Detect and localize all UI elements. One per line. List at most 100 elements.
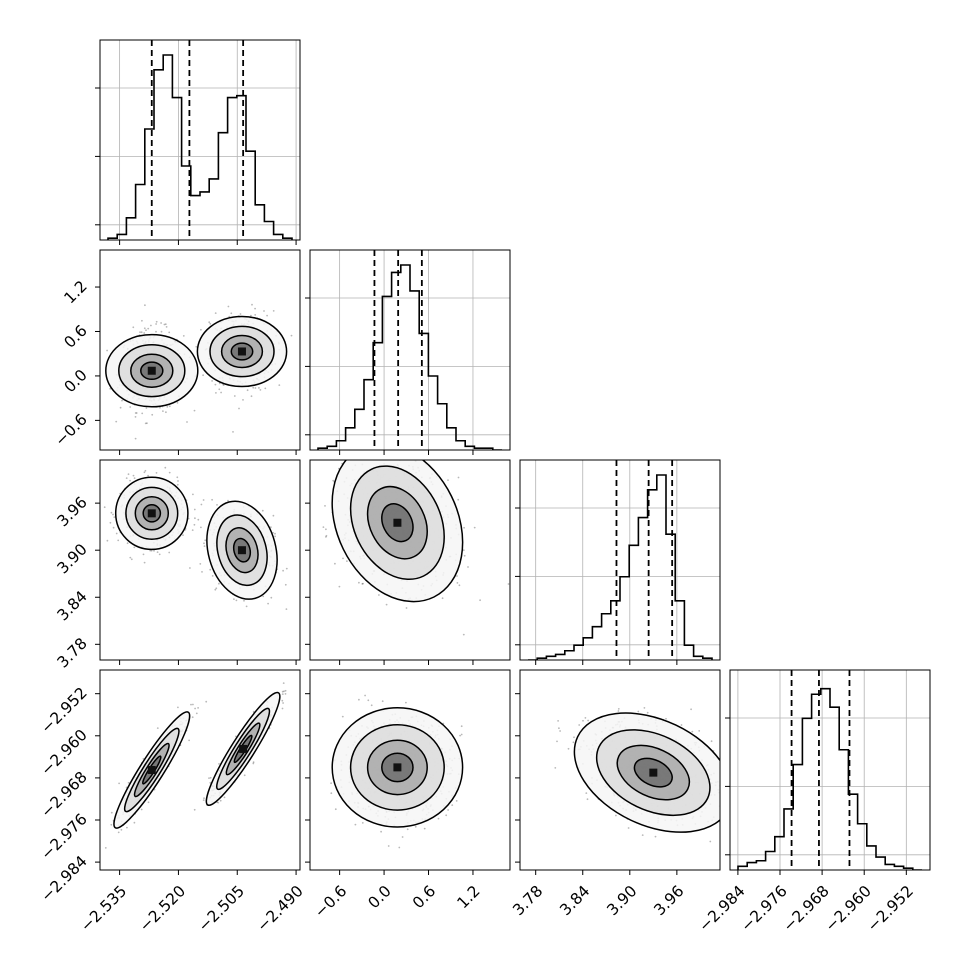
sample-point [387,439,389,441]
sample-point [238,407,240,410]
sample-point [281,699,284,702]
sample-point [284,693,287,695]
sample-point [322,526,325,528]
sample-point [160,330,163,333]
sample-point [168,551,171,554]
sample-point [202,799,205,801]
sample-point [263,310,265,312]
panel-frame [519,459,721,661]
sample-point [127,473,130,476]
sample-point [243,599,245,602]
sample-point [258,387,260,389]
sample-point [254,307,256,310]
sample-point [192,493,194,496]
sample-point [192,703,194,706]
sample-point [408,458,410,460]
sample-point [211,380,214,382]
sample-point [144,422,147,425]
sample-point [330,782,332,785]
panel-frame [309,669,511,871]
sample-point [129,556,132,559]
sample-point [144,304,146,307]
sample-point [270,526,272,528]
sample-point [220,391,223,394]
sample-point [205,700,208,703]
sample-point [399,444,401,446]
sample-point [110,811,113,814]
sample-point [158,553,161,556]
sample-point [126,542,129,545]
sample-point [165,411,167,414]
sample-point [200,526,202,529]
pair-panel-2-0 [95,459,301,665]
sample-point [367,699,370,702]
pair-content [330,694,464,849]
sample-point [252,386,255,389]
sample-point [282,702,284,704]
sample-point [507,583,510,585]
sample-point [423,827,426,830]
sample-point [233,395,236,397]
sample-point [217,801,220,804]
sample-point [362,582,364,585]
sample-point [214,383,217,386]
sample-point [264,387,267,390]
sample-point [140,808,143,811]
sample-point [285,608,288,610]
sample-point [115,420,118,423]
sample-point [147,327,150,330]
sample-point [370,457,372,459]
sample-point [149,549,152,552]
sample-point [274,532,276,535]
sample-point [177,706,179,709]
sample-point [120,828,123,831]
sample-point [418,444,420,446]
sample-point [373,453,375,455]
sample-point [164,466,167,469]
sample-point [456,582,459,584]
sample-point [139,331,141,333]
diag-panel-3 [725,669,931,875]
sample-point [182,335,185,337]
sample-point [176,483,179,486]
sample-point [441,597,444,600]
sample-point [151,413,154,416]
sample-point [457,498,460,501]
sample-point [406,828,409,831]
histogram-0 [107,54,293,240]
sample-point [437,817,440,820]
sample-point [254,387,257,389]
sample-point [156,727,159,729]
sample-point [272,310,275,312]
sample-point [159,406,161,409]
sample-point [325,534,328,537]
sample-point [165,326,168,328]
sample-point [190,703,192,706]
sample-point [106,349,108,352]
sample-point [145,329,147,332]
sample-point [209,568,212,571]
sample-point [282,569,284,572]
sample-point [121,399,123,402]
sample-point [243,774,246,777]
sample-point [188,739,191,742]
sample-point [378,446,380,448]
sample-point [334,562,336,565]
sample-point [144,469,147,472]
sample-point [119,406,122,409]
sample-point [143,332,146,334]
sample-point [281,693,284,695]
sample-point [104,847,107,849]
sample-point [381,700,384,703]
sample-point [115,532,118,535]
sample-point [457,476,460,479]
sample-point [290,334,293,337]
sample-point [200,503,203,506]
sample-point [334,808,337,811]
sample-point [103,506,106,509]
sample-point [252,762,255,765]
sample-point [106,539,109,542]
sample-point [146,422,148,425]
panel-frame [99,249,301,451]
sample-point [338,585,341,588]
